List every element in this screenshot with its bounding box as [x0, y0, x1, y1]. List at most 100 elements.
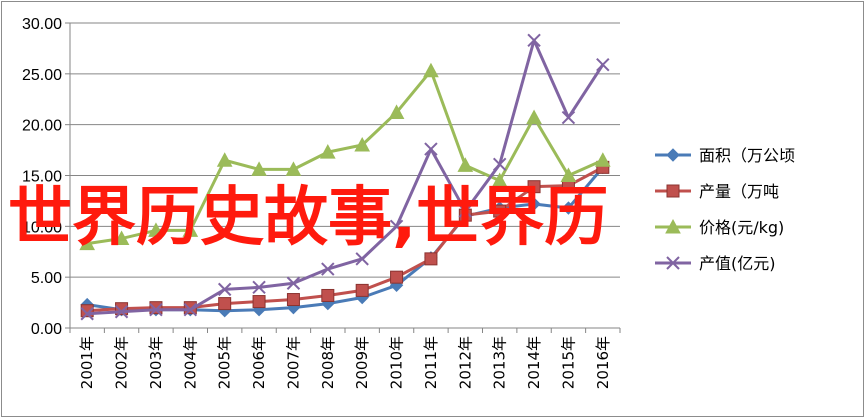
data-point	[492, 157, 507, 172]
legend-item: 面积（万公顷	[655, 146, 795, 165]
y-tick-label: 15.00	[22, 169, 62, 186]
y-tick-label: 5.00	[31, 270, 62, 287]
data-point	[80, 307, 94, 321]
y-tick-label: 20.00	[22, 118, 62, 135]
series-layer	[79, 33, 611, 321]
y-tick-label: 30.00	[22, 16, 62, 33]
data-point	[561, 201, 576, 215]
x-marker-stroke	[149, 302, 163, 317]
data-point	[527, 197, 541, 211]
x-marker-stroke	[596, 57, 610, 72]
x-marker-stroke	[389, 219, 404, 234]
x-marker-stroke	[492, 157, 507, 172]
data-point	[148, 222, 164, 237]
legend-label: 面积（万公顷	[699, 146, 795, 165]
x-tick-label: 2006年	[250, 336, 268, 389]
data-point	[457, 157, 474, 172]
data-point	[183, 302, 198, 317]
x-tick-label: 2016年	[594, 336, 612, 389]
data-point	[113, 230, 130, 246]
data-point	[354, 136, 371, 152]
data-point	[251, 161, 267, 176]
x-tick-label: 2012年	[456, 336, 474, 389]
data-point	[491, 172, 508, 188]
x-tick-label: 2013年	[491, 336, 509, 389]
x-marker-stroke	[217, 282, 232, 297]
series-2	[80, 160, 610, 318]
data-point	[218, 297, 232, 311]
x-tick-label: 2007年	[284, 336, 302, 389]
x-marker-stroke	[286, 276, 301, 290]
data-point	[216, 152, 233, 167]
data-point	[149, 301, 163, 315]
x-marker-stroke	[666, 256, 680, 270]
x-tick-label: 2009年	[353, 336, 371, 389]
data-point	[423, 62, 439, 78]
x-tick-label: 2004年	[181, 336, 199, 389]
data-point	[319, 144, 336, 159]
y-tick-label: 25.00	[22, 67, 62, 84]
x-marker-stroke	[561, 110, 576, 125]
x-tick-label: 2002年	[113, 336, 131, 389]
series-line	[87, 166, 604, 313]
data-point	[561, 110, 576, 125]
data-point	[560, 167, 577, 182]
data-point	[527, 33, 541, 47]
data-point	[527, 180, 541, 194]
data-point	[424, 252, 438, 266]
y-tick-label: 0.00	[31, 321, 62, 338]
x-marker-stroke	[321, 262, 335, 276]
data-point	[526, 109, 542, 125]
data-point	[594, 152, 611, 167]
axes: 0.00 5.00 10.00 15.00 20.00 25.00 30.00 2001年 20…	[22, 16, 621, 389]
x-marker-stroke	[80, 307, 94, 321]
data-point	[458, 204, 473, 218]
data-point	[286, 293, 300, 307]
data-point	[355, 283, 369, 297]
legend-label: 价格(元/kg)	[699, 218, 784, 237]
x-tick-label: 2001年	[78, 336, 96, 389]
data-point	[493, 204, 507, 218]
x-marker-stroke	[458, 204, 473, 218]
data-point	[321, 288, 335, 302]
series-3	[79, 62, 611, 251]
legend-label: 产量（万吨	[699, 182, 779, 201]
data-point	[149, 302, 163, 317]
x-marker-stroke	[424, 142, 438, 156]
x-tick-label: 2011年	[422, 336, 440, 389]
legend-item: 价格(元/kg)	[655, 218, 784, 237]
x-tick-label: 2010年	[388, 336, 406, 389]
data-point	[252, 295, 266, 309]
series-line	[87, 38, 605, 316]
data-point	[79, 235, 96, 251]
x-marker-stroke	[183, 302, 198, 317]
x-marker-stroke	[355, 252, 369, 266]
x-tick-label: 2003年	[147, 336, 165, 389]
data-point	[286, 276, 301, 290]
x-marker-stroke	[252, 280, 266, 295]
data-point	[388, 104, 405, 119]
legend-item: 产值(亿元)	[655, 254, 776, 273]
legend-swatch-marker	[666, 148, 680, 162]
series-line	[86, 69, 604, 246]
data-point	[355, 252, 369, 266]
x-tick-label: 2008年	[319, 336, 337, 389]
data-point	[217, 282, 232, 297]
data-point	[424, 142, 438, 156]
data-point	[390, 270, 404, 284]
x-tick-label: 2015年	[559, 336, 577, 389]
series-4	[80, 33, 610, 321]
legend-label: 产值(亿元)	[699, 254, 776, 273]
data-point	[321, 262, 335, 276]
legend-item: 产量（万吨	[655, 182, 779, 201]
overlay-watermark-text: 世界历史故事,世界历	[8, 181, 609, 255]
data-point	[285, 161, 302, 176]
x-marker-stroke	[527, 33, 541, 47]
legend-swatch-marker	[665, 218, 681, 234]
x-tick-label: 2005年	[216, 336, 234, 389]
data-point	[596, 57, 610, 72]
legend-swatch-marker	[666, 256, 680, 270]
data-point	[182, 222, 199, 237]
